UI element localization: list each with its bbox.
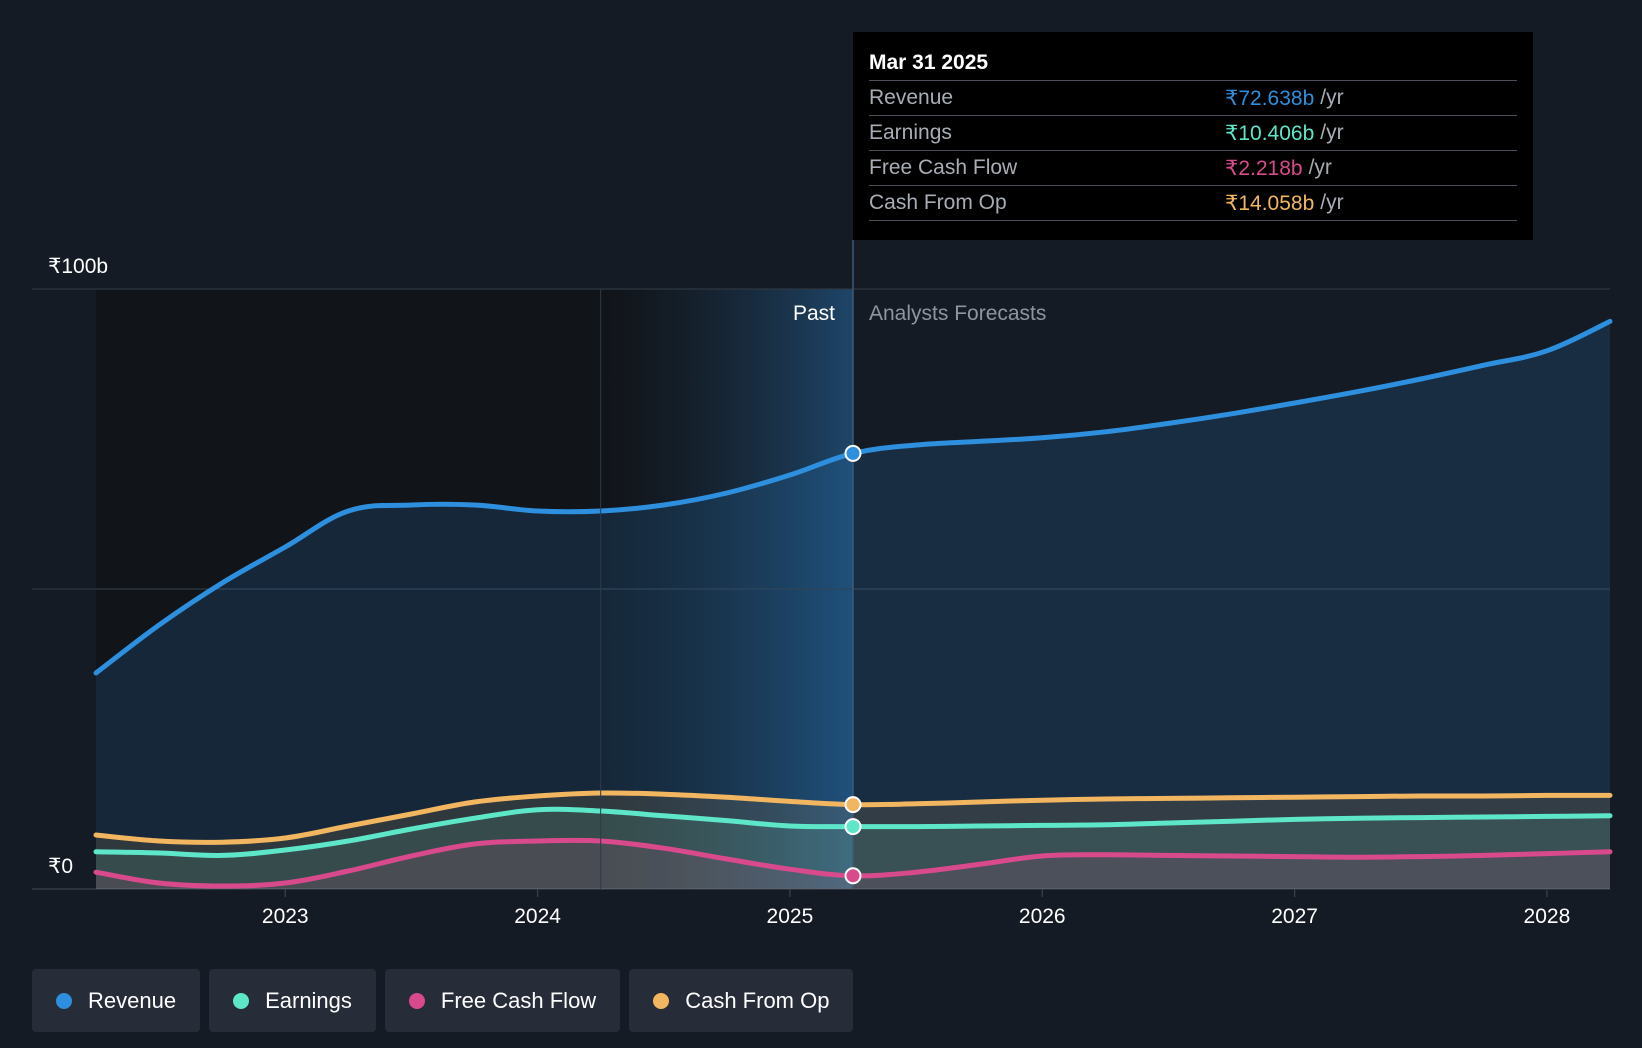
- tooltip-label: Cash From Op: [869, 191, 1007, 214]
- tooltip-row-free-cash-flow: Free Cash Flow ₹2.218b /yr: [869, 150, 1517, 185]
- tooltip-unit: /yr: [1320, 121, 1344, 144]
- tooltip-value: ₹10.406b: [1225, 121, 1315, 145]
- legend-dot-icon: [408, 992, 425, 1009]
- legend-label: Free Cash Flow: [440, 987, 597, 1013]
- x-tick-label: 2027: [1271, 905, 1318, 928]
- point-cash-from-op: [844, 796, 862, 814]
- x-tick-label: 2028: [1524, 905, 1571, 928]
- tooltip-label: Free Cash Flow: [869, 156, 1018, 179]
- x-tick-label: 2024: [514, 905, 561, 928]
- legend-label: Earnings: [265, 987, 352, 1013]
- ytick-label-100b: ₹100b: [48, 255, 108, 278]
- ytick-label-0: ₹0: [48, 855, 73, 878]
- tooltip-label: Earnings: [869, 121, 952, 144]
- tooltip-row-earnings: Earnings ₹10.406b /yr: [869, 115, 1517, 150]
- past-label: Past: [793, 302, 835, 325]
- legend-dot-icon: [653, 992, 670, 1009]
- legend-item-free-cash-flow[interactable]: Free Cash Flow: [384, 969, 621, 1032]
- tooltip-label: Revenue: [869, 86, 954, 109]
- tooltip: Mar 31 2025 Revenue ₹72.638b /yr Earning…: [853, 32, 1533, 240]
- point-revenue: [844, 444, 862, 462]
- legend-item-earnings[interactable]: Earnings: [209, 969, 376, 1032]
- forecast-label: Analysts Forecasts: [869, 302, 1046, 325]
- point-free-cash-flow: [844, 867, 862, 885]
- line-free-cash-flow: [93, 837, 1613, 889]
- gridlines: [32, 288, 1610, 890]
- legend-label: Revenue: [88, 987, 177, 1013]
- tooltip-value: ₹14.058b: [1225, 191, 1315, 215]
- x-tick-label: 2026: [1019, 905, 1066, 928]
- point-earnings: [844, 818, 862, 836]
- legend-dot-icon: [56, 992, 72, 1009]
- legend-label: Cash From Op: [685, 987, 830, 1013]
- legend-dot-icon: [233, 992, 250, 1009]
- x-tick-label: 2025: [767, 905, 814, 928]
- x-tick-label: 2023: [262, 905, 309, 928]
- tooltip-unit: /yr: [1308, 156, 1332, 179]
- area-free-cash-flow: [96, 840, 1610, 889]
- tooltip-unit: /yr: [1320, 191, 1344, 214]
- highlight-points: [844, 444, 862, 885]
- tooltip-date: Mar 31 2025: [869, 51, 989, 74]
- tooltip-row-cash-from-op: Cash From Op ₹14.058b /yr: [869, 185, 1517, 221]
- tooltip-unit: /yr: [1320, 86, 1344, 109]
- legend-item-cash-from-op[interactable]: Cash From Op: [629, 969, 854, 1032]
- legend: Revenue Earnings Free Cash Flow Cash Fro…: [32, 969, 854, 1032]
- tooltip-value: ₹2.218b: [1225, 156, 1303, 180]
- tooltip-row-revenue: Revenue ₹72.638b /yr: [869, 80, 1517, 115]
- tooltip-value: ₹72.638b: [1225, 86, 1315, 110]
- legend-item-revenue[interactable]: Revenue: [32, 969, 201, 1032]
- x-axis-ticks: 2023 2024 2025 2026 2027 2028: [262, 889, 1570, 928]
